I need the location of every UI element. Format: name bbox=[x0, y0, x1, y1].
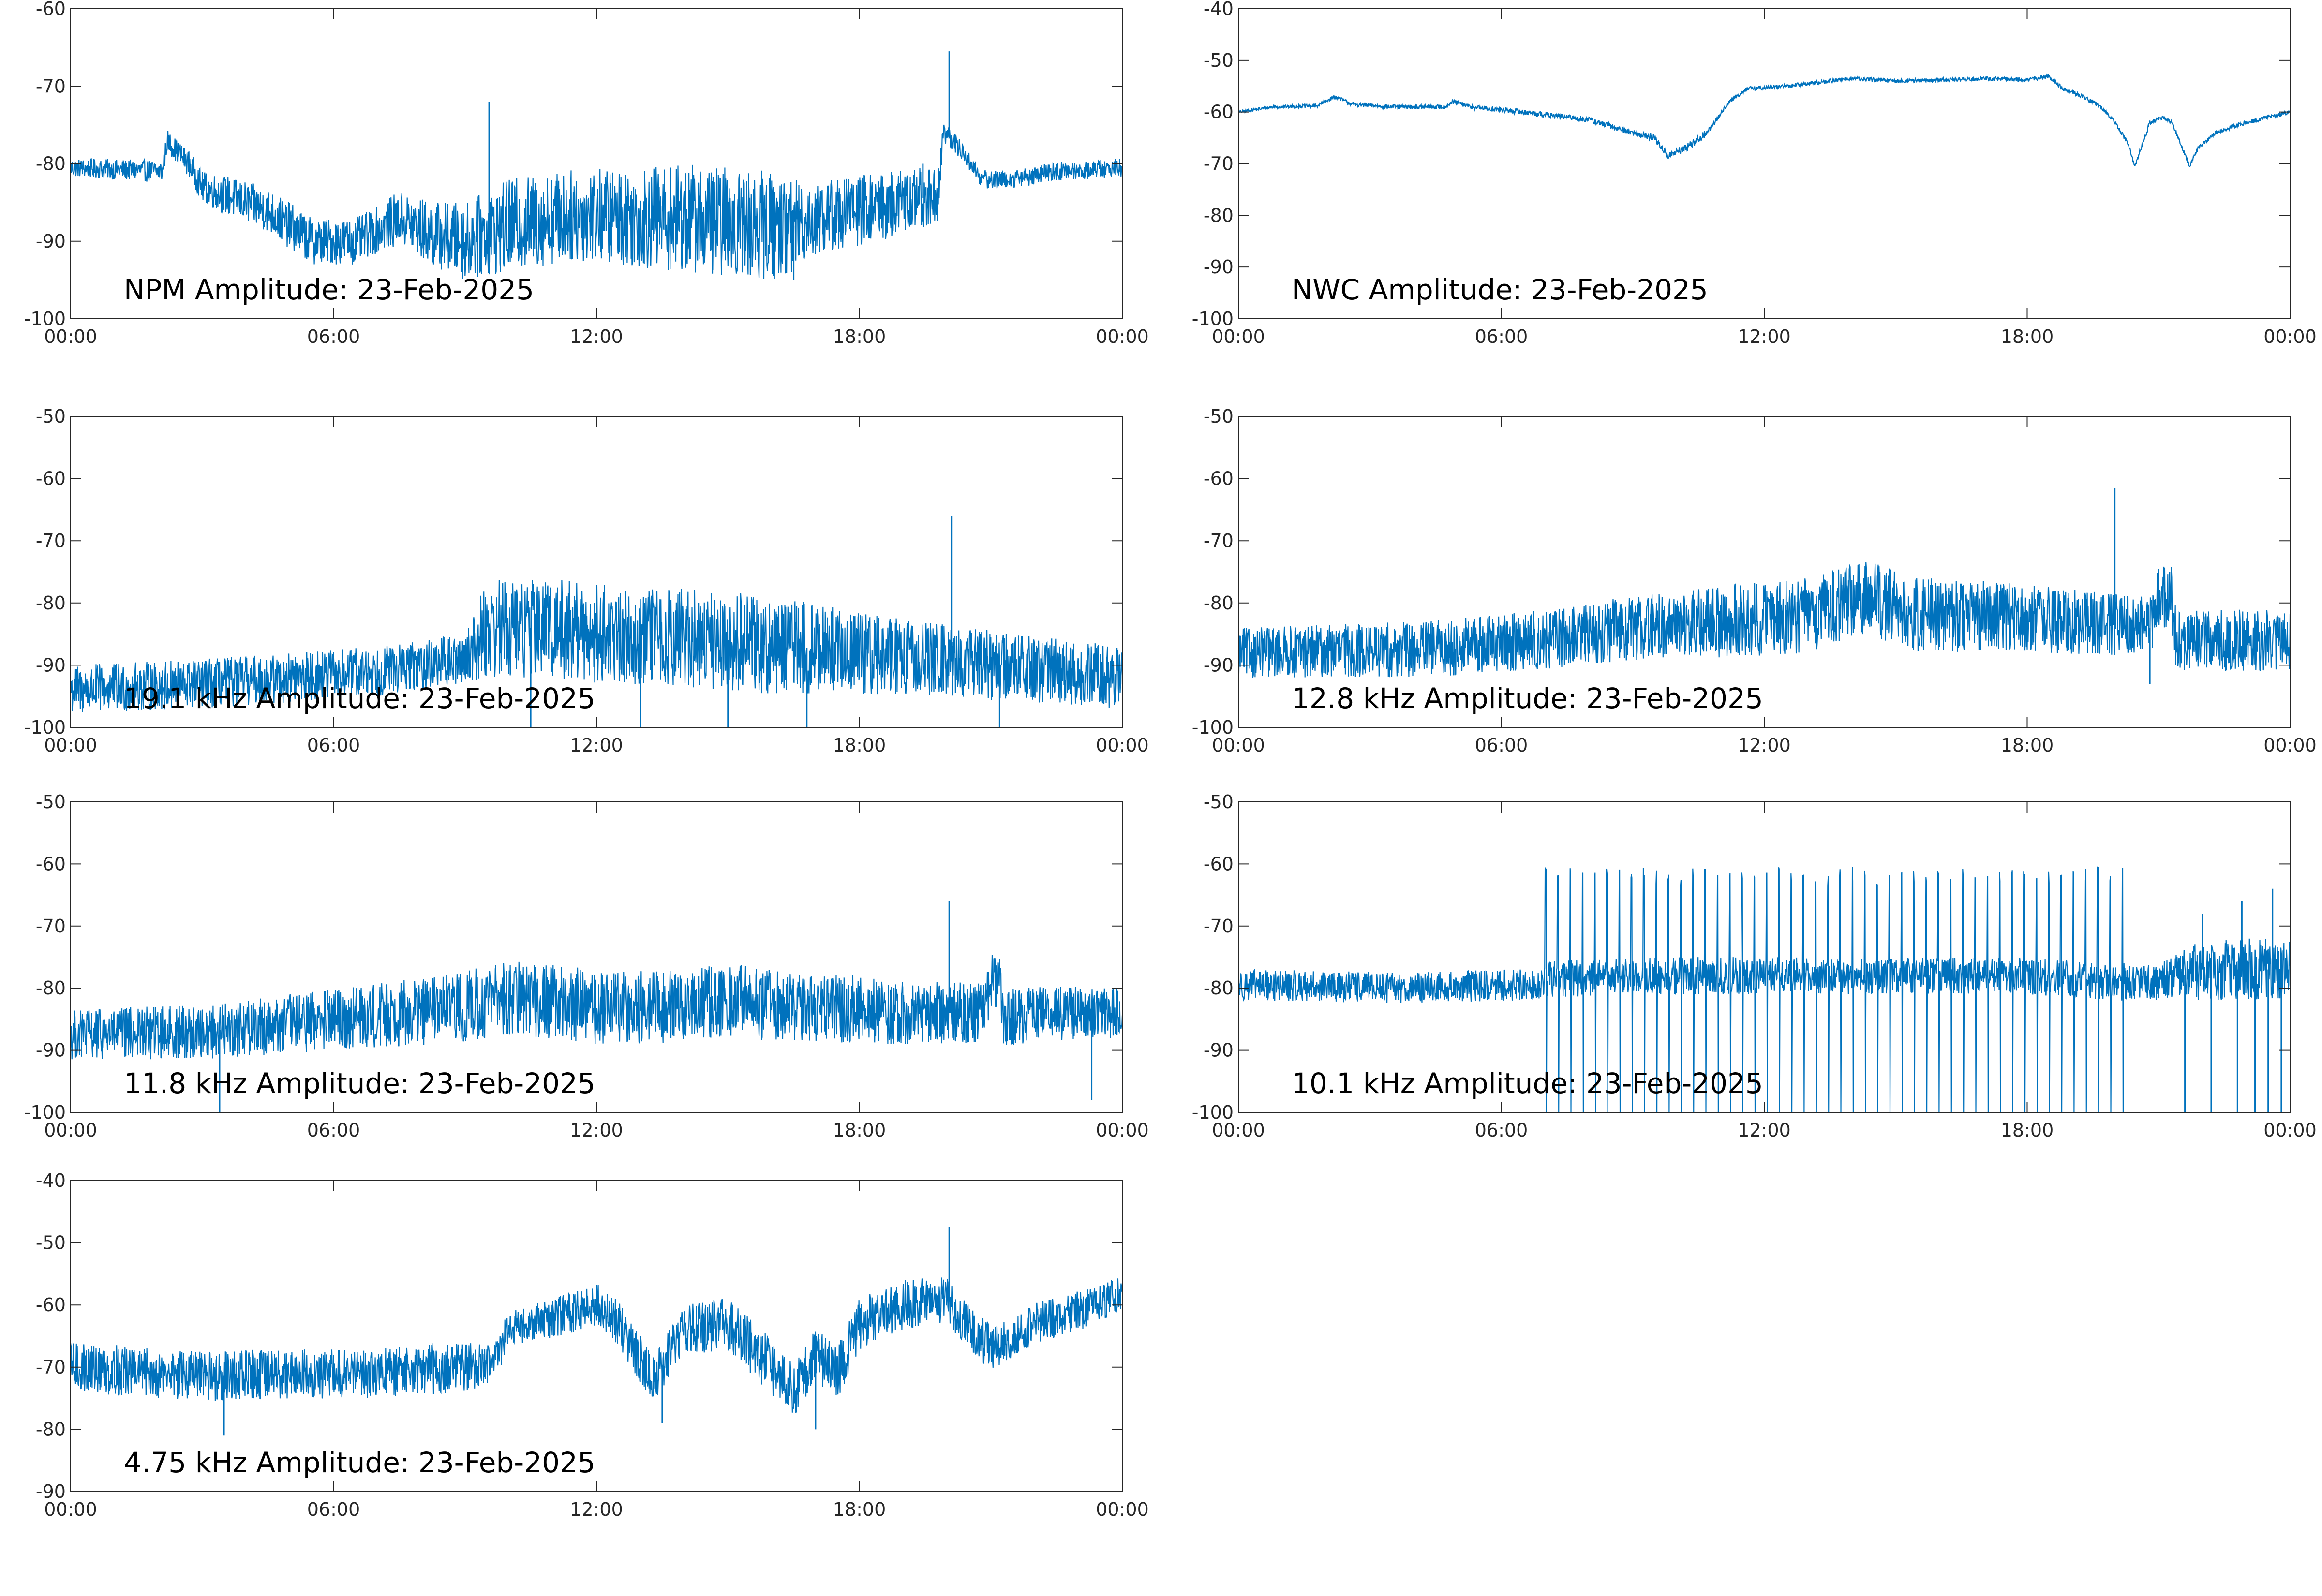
x-tick-label: 18:00 bbox=[2001, 1120, 2054, 1141]
data-series-line bbox=[71, 955, 1122, 1060]
x-tick-label: 06:00 bbox=[1475, 735, 1528, 756]
y-tick-label: -50 bbox=[36, 791, 66, 813]
x-tick-label: 00:00 bbox=[1096, 735, 1149, 756]
y-tick-label: -70 bbox=[36, 75, 66, 97]
y-tick-label: -70 bbox=[1204, 153, 1234, 175]
y-tick-label: -70 bbox=[36, 916, 66, 937]
x-tick-label: 00:00 bbox=[1096, 326, 1149, 347]
y-tick-label: -80 bbox=[36, 153, 66, 175]
x-tick-label: 18:00 bbox=[2001, 326, 2054, 347]
x-tick-label: 12:00 bbox=[1738, 1120, 1791, 1141]
y-tick-label: -100 bbox=[24, 1102, 66, 1123]
y-tick-label: -80 bbox=[1204, 205, 1234, 226]
x-tick-label: 00:00 bbox=[44, 735, 97, 756]
x-tick-label: 00:00 bbox=[1096, 1120, 1149, 1141]
data-series-line bbox=[71, 1277, 1122, 1413]
x-tick-label: 18:00 bbox=[833, 735, 886, 756]
x-tick-label: 18:00 bbox=[833, 326, 886, 347]
x-tick-label: 00:00 bbox=[44, 326, 97, 347]
y-tick-label: -40 bbox=[36, 1170, 66, 1191]
y-tick-label: -60 bbox=[1204, 853, 1234, 874]
x-tick-label: 00:00 bbox=[2263, 326, 2317, 347]
x-tick-label: 12:00 bbox=[1738, 735, 1791, 756]
y-tick-label: -60 bbox=[1204, 102, 1234, 123]
chart-panel-6: -100 -90 -80 -70 -60 -50 00:00 06:00 12:00 18:00 0… bbox=[1192, 791, 2317, 1141]
chart-panel-4: -100 -90 -80 -70 -60 -50 00:00 06:00 12:00 18:00 0… bbox=[1192, 406, 2317, 756]
y-tick-label: -90 bbox=[36, 1040, 66, 1061]
x-tick-label: 12:00 bbox=[1738, 326, 1791, 347]
chart-panel-3: -100 -90 -80 -70 -60 -50 00:00 06:00 12:00 18:00 0… bbox=[24, 406, 1149, 756]
y-tick-label: -80 bbox=[36, 1419, 66, 1440]
x-tick-label: 18:00 bbox=[833, 1499, 886, 1520]
y-tick-label: -60 bbox=[1204, 468, 1234, 489]
x-tick-label: 06:00 bbox=[1475, 326, 1528, 347]
data-series-line bbox=[1238, 73, 2290, 167]
y-tick-label: -80 bbox=[36, 977, 66, 999]
y-tick-label: -90 bbox=[1204, 256, 1234, 278]
chart-title: 19.1 kHz Amplitude: 23-Feb-2025 bbox=[124, 682, 595, 715]
y-tick-label: -80 bbox=[1204, 592, 1234, 614]
x-tick-label: 12:00 bbox=[570, 1120, 623, 1141]
y-tick-label: -50 bbox=[36, 406, 66, 427]
x-tick-label: 06:00 bbox=[307, 735, 360, 756]
chart-title: NPM Amplitude: 23-Feb-2025 bbox=[124, 273, 534, 306]
x-tick-label: 00:00 bbox=[1212, 326, 1265, 347]
y-tick-label: -40 bbox=[1204, 0, 1234, 19]
x-tick-label: 06:00 bbox=[307, 326, 360, 347]
x-tick-label: 12:00 bbox=[570, 1499, 623, 1520]
x-tick-label: 00:00 bbox=[1212, 1120, 1265, 1141]
chart-title: 10.1 kHz Amplitude: 23-Feb-2025 bbox=[1292, 1067, 1763, 1100]
x-tick-label: 00:00 bbox=[1096, 1499, 1149, 1520]
x-tick-label: 06:00 bbox=[307, 1499, 360, 1520]
chart-panel-5: -100 -90 -80 -70 -60 -50 00:00 06:00 12:00 18:00 0… bbox=[24, 791, 1149, 1141]
x-tick-label: 12:00 bbox=[570, 735, 623, 756]
y-tick-label: -90 bbox=[36, 654, 66, 676]
y-tick-label: -50 bbox=[1204, 791, 1234, 813]
chart-title: NWC Amplitude: 23-Feb-2025 bbox=[1292, 273, 1708, 306]
y-tick-label: -70 bbox=[1204, 916, 1234, 937]
y-tick-label: -100 bbox=[1192, 1102, 1234, 1123]
y-tick-label: -70 bbox=[36, 530, 66, 551]
y-tick-label: -60 bbox=[36, 1294, 66, 1315]
y-tick-label: -100 bbox=[24, 308, 66, 329]
x-tick-label: 06:00 bbox=[1475, 1120, 1528, 1141]
x-tick-label: 00:00 bbox=[44, 1499, 97, 1520]
y-tick-label: -60 bbox=[36, 853, 66, 874]
y-tick-label: -70 bbox=[1204, 530, 1234, 551]
x-tick-label: 18:00 bbox=[833, 1120, 886, 1141]
x-tick-label: 00:00 bbox=[44, 1120, 97, 1141]
chart-title: 4.75 kHz Amplitude: 23-Feb-2025 bbox=[124, 1446, 595, 1479]
y-tick-label: -70 bbox=[36, 1357, 66, 1378]
y-tick-label: -100 bbox=[24, 717, 66, 738]
y-tick-label: -60 bbox=[36, 468, 66, 489]
y-tick-label: -60 bbox=[36, 0, 66, 19]
data-series-line bbox=[1238, 866, 2290, 1112]
chart-title: 12.8 kHz Amplitude: 23-Feb-2025 bbox=[1292, 682, 1763, 715]
x-tick-label: 00:00 bbox=[2263, 735, 2317, 756]
y-tick-label: -100 bbox=[1192, 717, 1234, 738]
y-tick-label: -50 bbox=[1204, 50, 1234, 71]
y-tick-label: -90 bbox=[1204, 654, 1234, 676]
chart-title: 11.8 kHz Amplitude: 23-Feb-2025 bbox=[124, 1067, 595, 1100]
y-tick-label: -90 bbox=[36, 231, 66, 252]
chart-panel-1: -100 -90 -80 -70 -60 00:00 06:00 12:00 18:00 00:0… bbox=[24, 0, 1149, 347]
x-tick-label: 12:00 bbox=[570, 326, 623, 347]
x-tick-label: 06:00 bbox=[307, 1120, 360, 1141]
y-tick-label: -90 bbox=[1204, 1040, 1234, 1061]
chart-panel-7: -90 -80 -70 -60 -50 -40 00:00 06:00 12:00 18:00 00… bbox=[36, 1170, 1149, 1520]
y-tick-label: -50 bbox=[36, 1232, 66, 1254]
x-tick-label: 00:00 bbox=[1212, 735, 1265, 756]
y-tick-label: -100 bbox=[1192, 308, 1234, 329]
y-tick-label: -50 bbox=[1204, 406, 1234, 427]
x-tick-label: 00:00 bbox=[2263, 1120, 2317, 1141]
chart-panel-2: -100 -90 -80 -70 -60 -50 -40 00:00 06:00 12:00 18:… bbox=[1192, 0, 2317, 347]
x-tick-label: 18:00 bbox=[2001, 735, 2054, 756]
data-series-line bbox=[71, 124, 1122, 279]
y-tick-label: -80 bbox=[1204, 977, 1234, 999]
y-tick-label: -80 bbox=[36, 592, 66, 614]
data-series-line bbox=[71, 580, 1122, 712]
y-tick-label: -90 bbox=[36, 1481, 66, 1502]
